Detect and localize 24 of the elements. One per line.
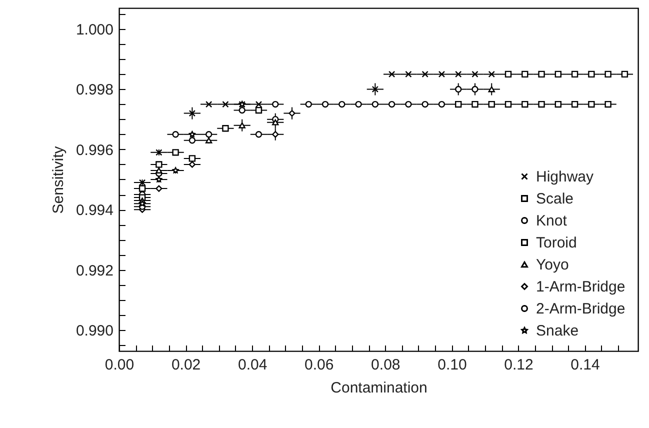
y-tick-label: 0.990 [76, 322, 114, 340]
y-tick-label: 0.998 [76, 82, 114, 99]
x-tick-label: 0.06 [304, 356, 334, 374]
legend-label: Yoyo [536, 256, 569, 274]
x-tick-label: 0.14 [570, 356, 600, 374]
x-tick-label: 0.02 [171, 356, 201, 374]
x-tick-label: 0.08 [371, 356, 400, 374]
legend-label: Knot [536, 212, 568, 230]
legend-label: Snake [536, 322, 579, 340]
legend-label: 2-Arm-Bridge [536, 300, 626, 318]
legend-label: Scale [536, 190, 574, 208]
y-axis-title: Sensitivity [50, 146, 67, 214]
x-tick-label: 0.10 [438, 356, 467, 374]
x-tick-label: 0.04 [238, 356, 268, 374]
y-tick-label: 0.996 [76, 142, 114, 159]
legend-label: 1-Arm-Bridge [536, 278, 626, 296]
y-tick-label: 0.992 [76, 262, 114, 280]
x-tick-label: 0.00 [104, 356, 134, 374]
y-tick-label: 1.000 [76, 22, 114, 39]
legend-label: Highway [536, 168, 594, 186]
y-tick-label: 0.994 [76, 202, 114, 220]
legend-label: Toroid [536, 234, 577, 252]
x-axis-title: Contamination [330, 380, 428, 396]
x-tick-label: 0.12 [504, 356, 534, 374]
